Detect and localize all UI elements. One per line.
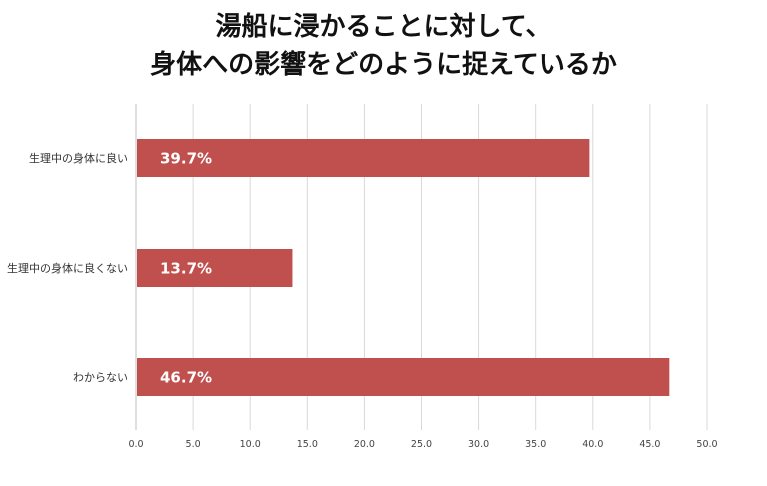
- bar-0: [137, 139, 590, 177]
- bar-1: [137, 249, 293, 287]
- x-tick-label-7: 35.0: [525, 439, 546, 450]
- x-tick-label-2: 10.0: [240, 439, 261, 450]
- data-label-0: 39.7%: [160, 150, 212, 168]
- category-label-1: 生理中の身体に良くない: [7, 261, 128, 275]
- x-tick-label-6: 30.0: [468, 439, 489, 450]
- x-tick-label-3: 15.0: [297, 439, 318, 450]
- chart-title-line-2: 身体への影響をどのように捉えているか: [150, 50, 617, 80]
- x-tick-label-1: 5.0: [186, 439, 201, 450]
- x-tick-label-10: 50.0: [696, 439, 717, 450]
- category-label-2: わからない: [73, 371, 128, 384]
- labels: 0.0 5.0 10.0 15.0 20.0 25.0 30.0 35.0 40.0 45.0 50…: [7, 150, 718, 451]
- x-tick-label-0: 0.0: [128, 439, 143, 450]
- x-tick-label-8: 40.0: [582, 439, 603, 450]
- data-label-1: 13.7%: [160, 260, 212, 278]
- x-tick-label-5: 25.0: [411, 439, 432, 450]
- bars: [137, 139, 670, 396]
- category-label-0: 生理中の身体に良い: [29, 151, 128, 165]
- chart-title-line-1: 湯船に浸かることに対して、: [215, 12, 552, 42]
- x-tick-label-4: 20.0: [354, 439, 375, 450]
- bar-2: [137, 358, 670, 396]
- chart-title: 湯船に浸かることに対して、 身体への影響をどのように捉えているか: [0, 8, 767, 84]
- data-label-2: 46.7%: [160, 369, 212, 387]
- x-tick-label-9: 45.0: [639, 439, 660, 450]
